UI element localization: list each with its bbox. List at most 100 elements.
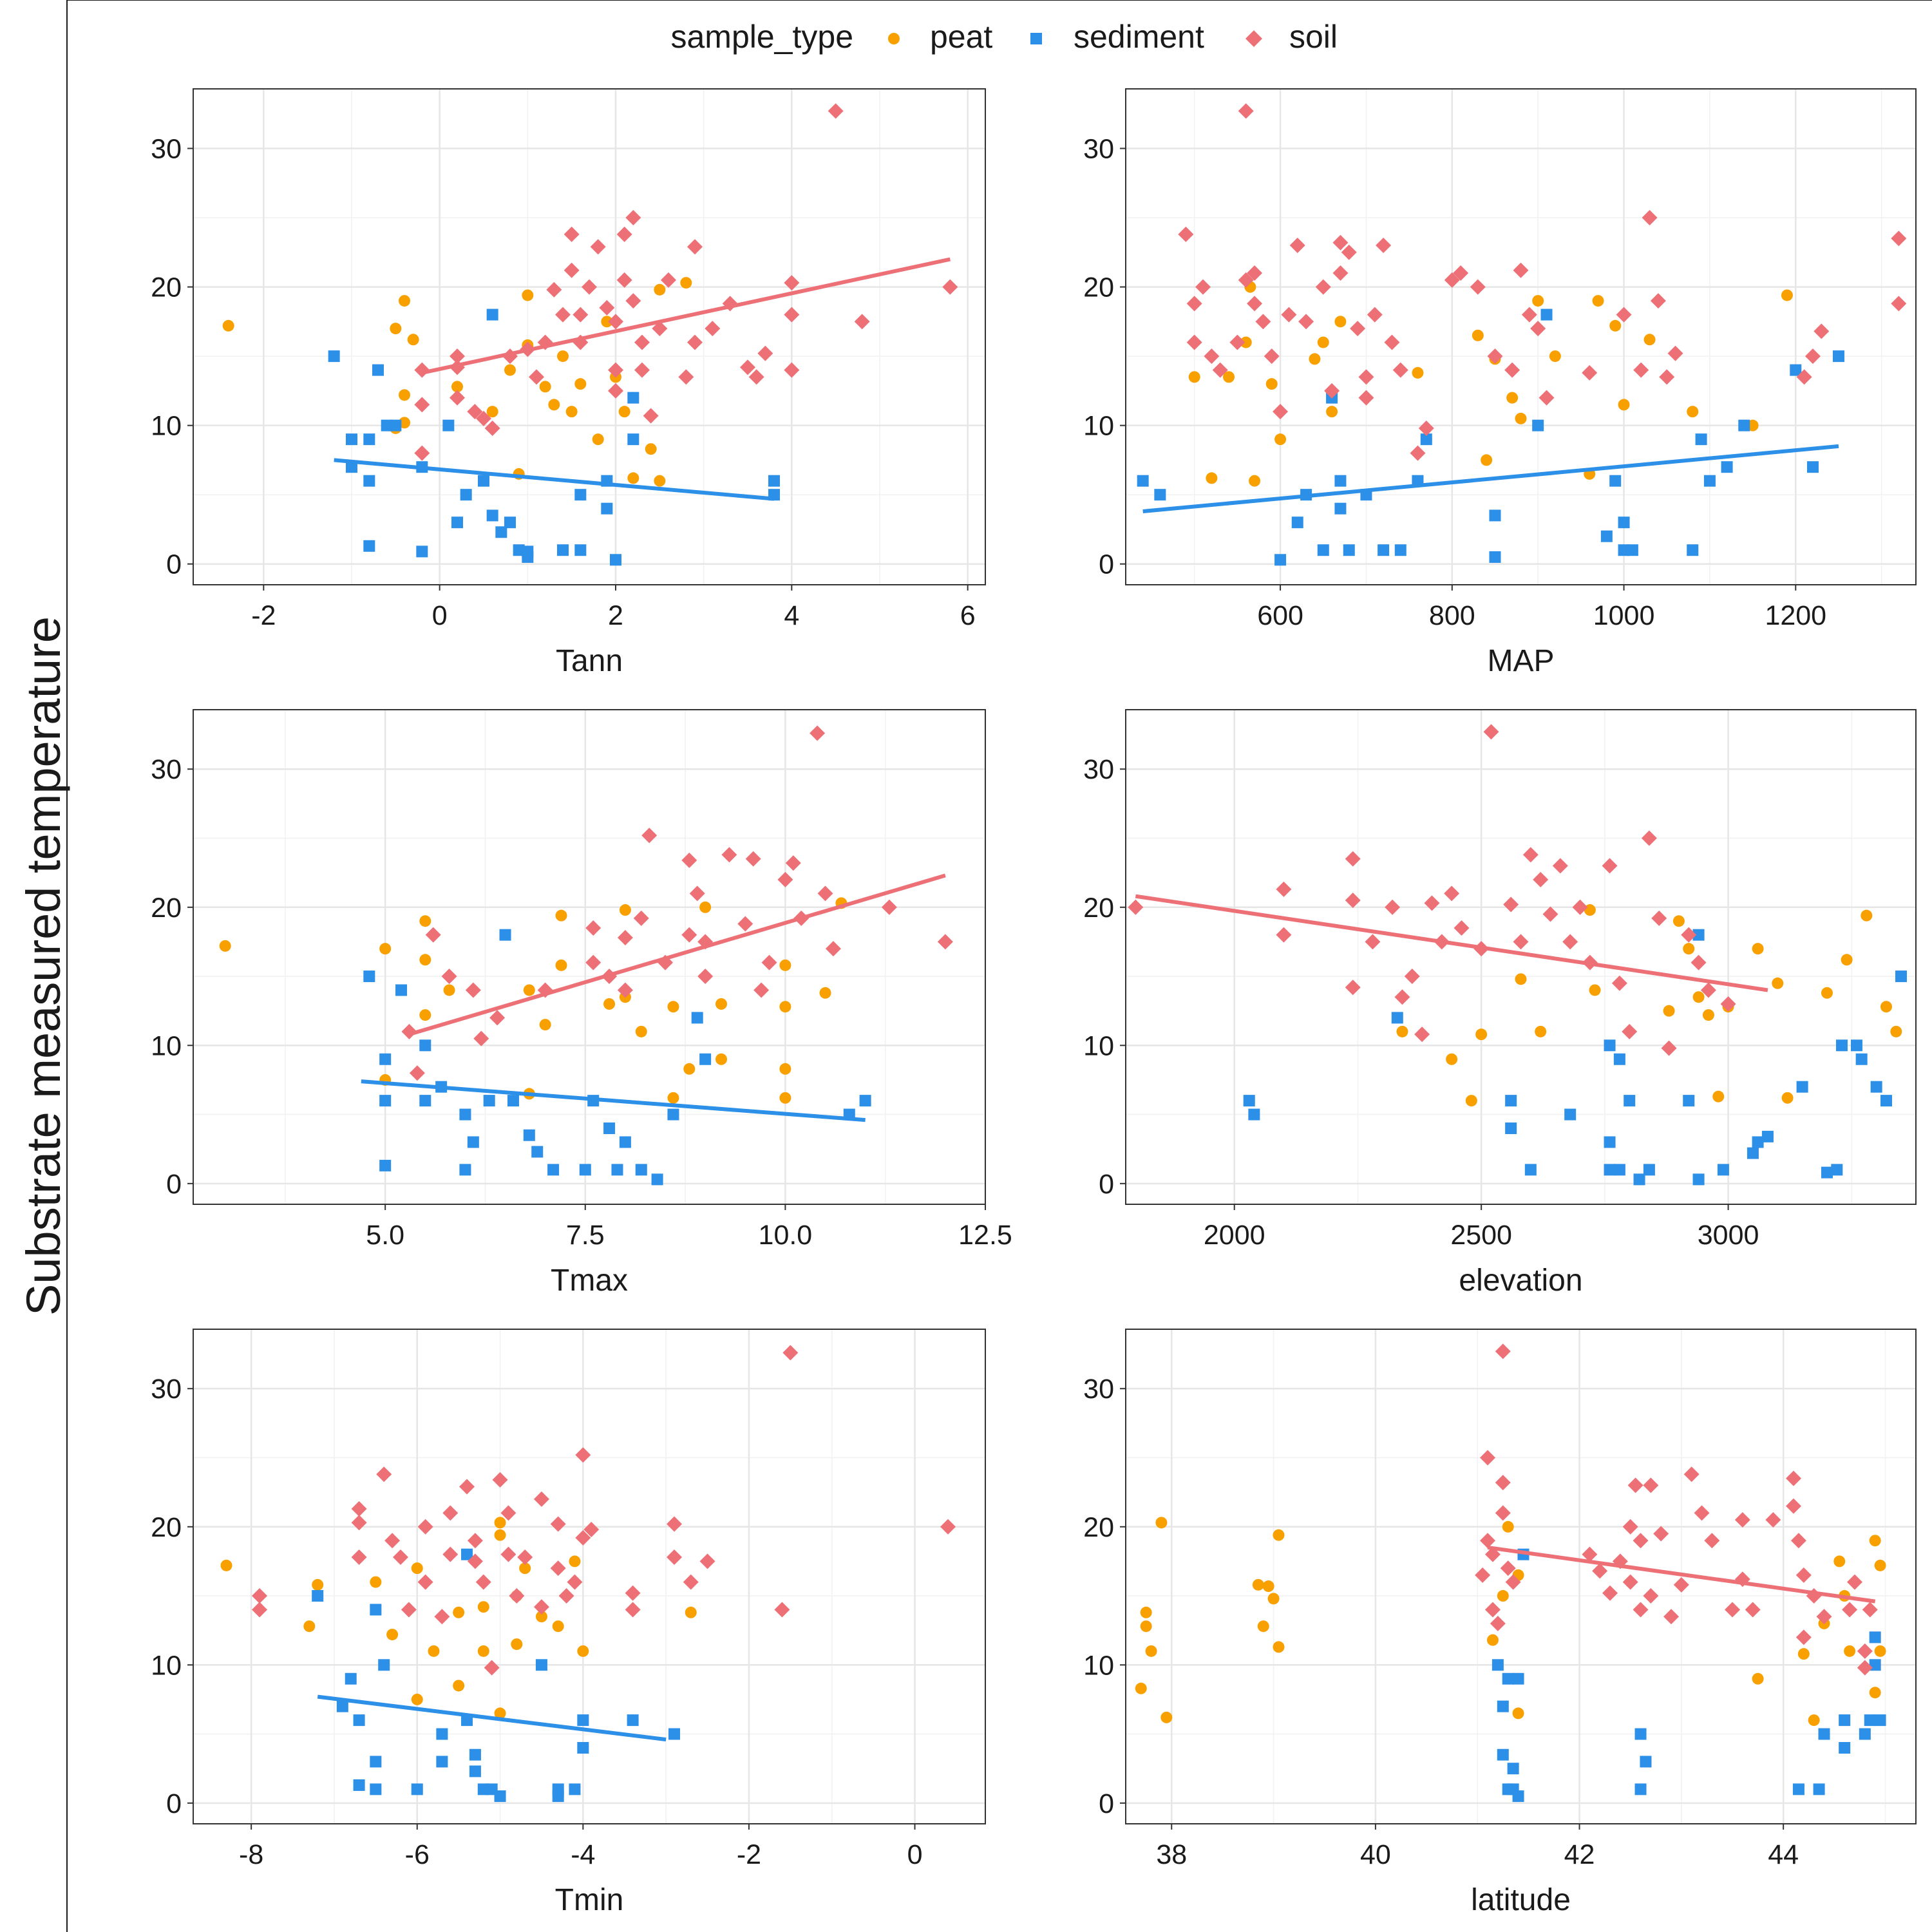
point-sediment — [370, 1604, 382, 1616]
point-soil — [1622, 1574, 1638, 1590]
point-peat — [1869, 1535, 1881, 1547]
point-sediment — [363, 971, 375, 983]
point-soil — [1367, 307, 1383, 323]
point-peat — [715, 1053, 727, 1065]
point-soil — [465, 982, 481, 998]
point-soil — [425, 927, 441, 943]
panel-Tmin: 0 10 20 30 -8 -6 -4 -2 0 Tmin — [151, 1329, 986, 1917]
point-peat — [1592, 295, 1604, 307]
point-soil — [434, 1609, 450, 1625]
point-soil — [1816, 1609, 1832, 1625]
point-sediment — [1391, 1012, 1403, 1024]
point-soil — [409, 1065, 425, 1081]
panel-elevation: 0 10 20 30 2000 2500 3000 elevation — [1083, 709, 1917, 1298]
point-soil — [881, 899, 897, 915]
point-soil — [1847, 1574, 1863, 1590]
point-sediment — [507, 1095, 519, 1107]
point-peat — [1535, 1025, 1547, 1037]
point-peat — [1472, 329, 1484, 341]
point-soil — [459, 1479, 475, 1495]
point-sediment — [419, 1039, 431, 1052]
point-sediment — [1502, 1672, 1514, 1685]
point-peat — [1712, 1090, 1725, 1103]
point-peat — [619, 904, 631, 916]
point-peat — [555, 959, 567, 971]
point-peat — [1481, 454, 1493, 466]
point-soil — [1552, 858, 1568, 874]
point-peat — [1497, 1590, 1509, 1602]
x-tick-label: -2 — [251, 600, 276, 631]
point-sediment — [1752, 1136, 1764, 1148]
point-sediment — [1154, 489, 1166, 501]
point-sediment — [1512, 1672, 1524, 1685]
point-peat — [1273, 1529, 1285, 1541]
point-sediment — [610, 554, 621, 566]
point-soil — [583, 1522, 600, 1538]
point-soil — [1627, 1477, 1643, 1493]
point-peat — [1135, 1682, 1147, 1694]
point-peat — [779, 1092, 791, 1104]
point-soil — [351, 1549, 367, 1565]
point-peat — [1692, 991, 1705, 1003]
point-sediment — [619, 1136, 631, 1148]
point-sediment — [372, 364, 384, 376]
point-soil — [442, 1546, 459, 1562]
point-sediment — [379, 1095, 392, 1107]
point-soil — [417, 1574, 433, 1590]
point-sediment — [1864, 1714, 1876, 1727]
point-soil — [500, 1505, 516, 1521]
point-peat — [511, 1638, 523, 1651]
point-soil — [384, 1533, 401, 1549]
point-soil — [414, 397, 430, 413]
x-tick-label: -4 — [571, 1839, 595, 1870]
point-soil — [1345, 851, 1361, 867]
point-sediment — [353, 1779, 365, 1791]
point-peat — [1841, 954, 1853, 966]
y-tick-label: 30 — [151, 754, 182, 785]
point-soil — [721, 847, 737, 863]
point-sediment — [603, 1122, 616, 1135]
point-sediment — [379, 1053, 392, 1065]
point-soil — [1857, 1660, 1873, 1676]
point-peat — [477, 1645, 489, 1657]
point-peat — [1188, 371, 1200, 383]
point-peat — [443, 984, 455, 996]
point-peat — [569, 1555, 581, 1567]
x-tick-label: 2500 — [1450, 1220, 1512, 1251]
point-peat — [1309, 353, 1321, 365]
point-soil — [414, 445, 430, 461]
point-peat — [1618, 399, 1630, 411]
point-sediment — [1738, 419, 1750, 431]
point-peat — [1223, 371, 1235, 383]
point-peat — [453, 1680, 465, 1692]
point-peat — [1274, 433, 1287, 446]
point-soil — [825, 941, 841, 957]
point-soil — [1542, 906, 1558, 922]
point-soil — [1592, 1563, 1608, 1579]
trend-line-sediment — [361, 1079, 866, 1122]
point-peat — [699, 901, 712, 913]
point-peat — [370, 1576, 382, 1588]
point-soil — [1616, 307, 1632, 323]
point-soil — [625, 293, 641, 309]
point-sediment — [442, 419, 455, 431]
point-sediment — [1695, 433, 1707, 446]
point-soil — [608, 383, 623, 399]
point-soil — [1394, 989, 1410, 1005]
point-soil — [1404, 969, 1420, 985]
trend-line-soil — [408, 873, 946, 1037]
point-sediment — [1634, 1783, 1647, 1795]
point-soil — [1385, 899, 1401, 915]
point-soil — [1332, 234, 1349, 251]
point-sediment — [395, 984, 408, 996]
point-soil — [1315, 279, 1331, 295]
legend-item-sediment: sediment — [1030, 19, 1204, 55]
point-peat — [1412, 366, 1424, 379]
x-tick-label: 600 — [1257, 600, 1303, 631]
panel-border — [193, 1329, 986, 1824]
point-soil — [784, 275, 800, 291]
point-soil — [550, 1560, 566, 1577]
point-soil — [1358, 390, 1374, 406]
point-peat — [1890, 1025, 1902, 1037]
point-soil — [1633, 362, 1649, 378]
